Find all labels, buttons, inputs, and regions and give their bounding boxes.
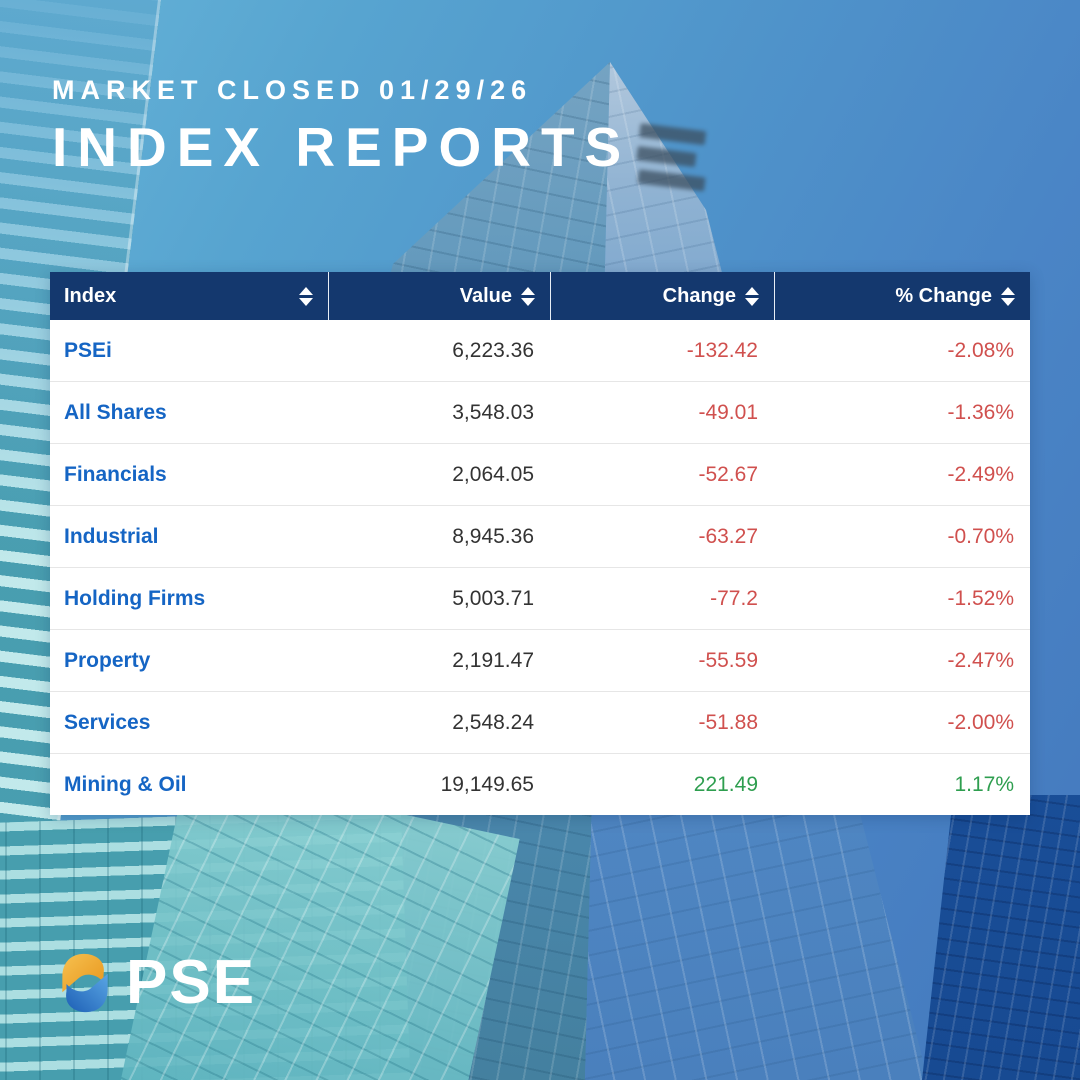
index-change: -52.67 (698, 462, 758, 486)
sort-icon (1001, 286, 1015, 306)
index-pct-change: -2.08% (947, 338, 1014, 362)
index-change: -77.2 (710, 586, 758, 610)
table-row-industrial: Industrial 8,945.36 -63.27 -0.70% (50, 505, 1030, 567)
index-change: -49.01 (698, 400, 758, 424)
table-row-all-shares: All Shares 3,548.03 -49.01 -1.36% (50, 381, 1030, 443)
index-value: 2,064.05 (452, 462, 534, 486)
column-header-label: Value (459, 284, 512, 307)
index-change: -132.42 (686, 338, 758, 362)
index-change: -63.27 (698, 524, 758, 548)
index-pct-change: -1.52% (947, 586, 1014, 610)
sort-icon (299, 286, 313, 306)
table-row-property: Property 2,191.47 -55.59 -2.47% (50, 629, 1030, 691)
table-header-row: Index Value Change % Change (50, 272, 1030, 320)
index-pct-change: -2.49% (947, 462, 1014, 486)
sort-icon (745, 286, 759, 306)
index-value: 3,548.03 (452, 400, 534, 424)
index-name[interactable]: Property (64, 648, 151, 672)
pse-logo-text: PSE (126, 948, 257, 1017)
pse-logo-icon (62, 953, 108, 1013)
index-name[interactable]: Financials (64, 462, 167, 486)
index-pct-change: -2.00% (947, 710, 1014, 734)
index-pct-change: 1.17% (954, 772, 1014, 796)
index-pct-change: -2.47% (947, 648, 1014, 672)
index-name[interactable]: All Shares (64, 400, 167, 424)
column-header-pct-change[interactable]: % Change (774, 272, 1030, 320)
market-status-text: MARKET CLOSED 01/29/26 (52, 75, 533, 105)
table-row-services: Services 2,548.24 -51.88 -2.00% (50, 691, 1030, 753)
index-value: 5,003.71 (452, 586, 534, 610)
title-block: MARKET CLOSED 01/29/26 INDEX REPORTS (52, 75, 632, 178)
table-row-financials: Financials 2,064.05 -52.67 -2.49% (50, 443, 1030, 505)
building-signage (627, 114, 712, 214)
index-value: 6,223.36 (452, 338, 534, 362)
table-row-holding-firms: Holding Firms 5,003.71 -77.2 -1.52% (50, 567, 1030, 629)
index-value: 2,548.24 (452, 710, 534, 734)
index-change: 221.49 (693, 772, 758, 796)
index-name[interactable]: Industrial (64, 524, 159, 548)
index-name[interactable]: Mining & Oil (64, 772, 187, 796)
column-header-label: % Change (895, 284, 992, 307)
column-header-index[interactable]: Index (50, 272, 328, 320)
index-change: -51.88 (698, 710, 758, 734)
index-pct-change: -0.70% (947, 524, 1014, 548)
index-name[interactable]: PSEi (64, 338, 112, 362)
index-pct-change: -1.36% (947, 400, 1014, 424)
index-name[interactable]: Services (64, 710, 151, 734)
pse-logo: PSE (52, 948, 256, 1018)
table-body: PSEi 6,223.36 -132.42 -2.08% All Shares … (50, 320, 1030, 815)
index-value: 8,945.36 (452, 524, 534, 548)
page-title: INDEX REPORTS (52, 115, 632, 178)
index-value: 19,149.65 (440, 772, 534, 796)
index-name[interactable]: Holding Firms (64, 586, 206, 610)
index-value: 2,191.47 (452, 648, 534, 672)
column-header-label: Index (64, 284, 117, 307)
column-header-value[interactable]: Value (328, 272, 550, 320)
table-row-psei: PSEi 6,223.36 -132.42 -2.08% (50, 320, 1030, 381)
table-row-mining-oil: Mining & Oil 19,149.65 221.49 1.17% (50, 753, 1030, 815)
column-header-change[interactable]: Change (550, 272, 774, 320)
index-change: -55.59 (698, 648, 758, 672)
column-header-label: Change (662, 284, 736, 307)
sort-icon (521, 286, 535, 306)
index-table: Index Value Change % Change PSEi 6,223.3… (50, 272, 1030, 815)
